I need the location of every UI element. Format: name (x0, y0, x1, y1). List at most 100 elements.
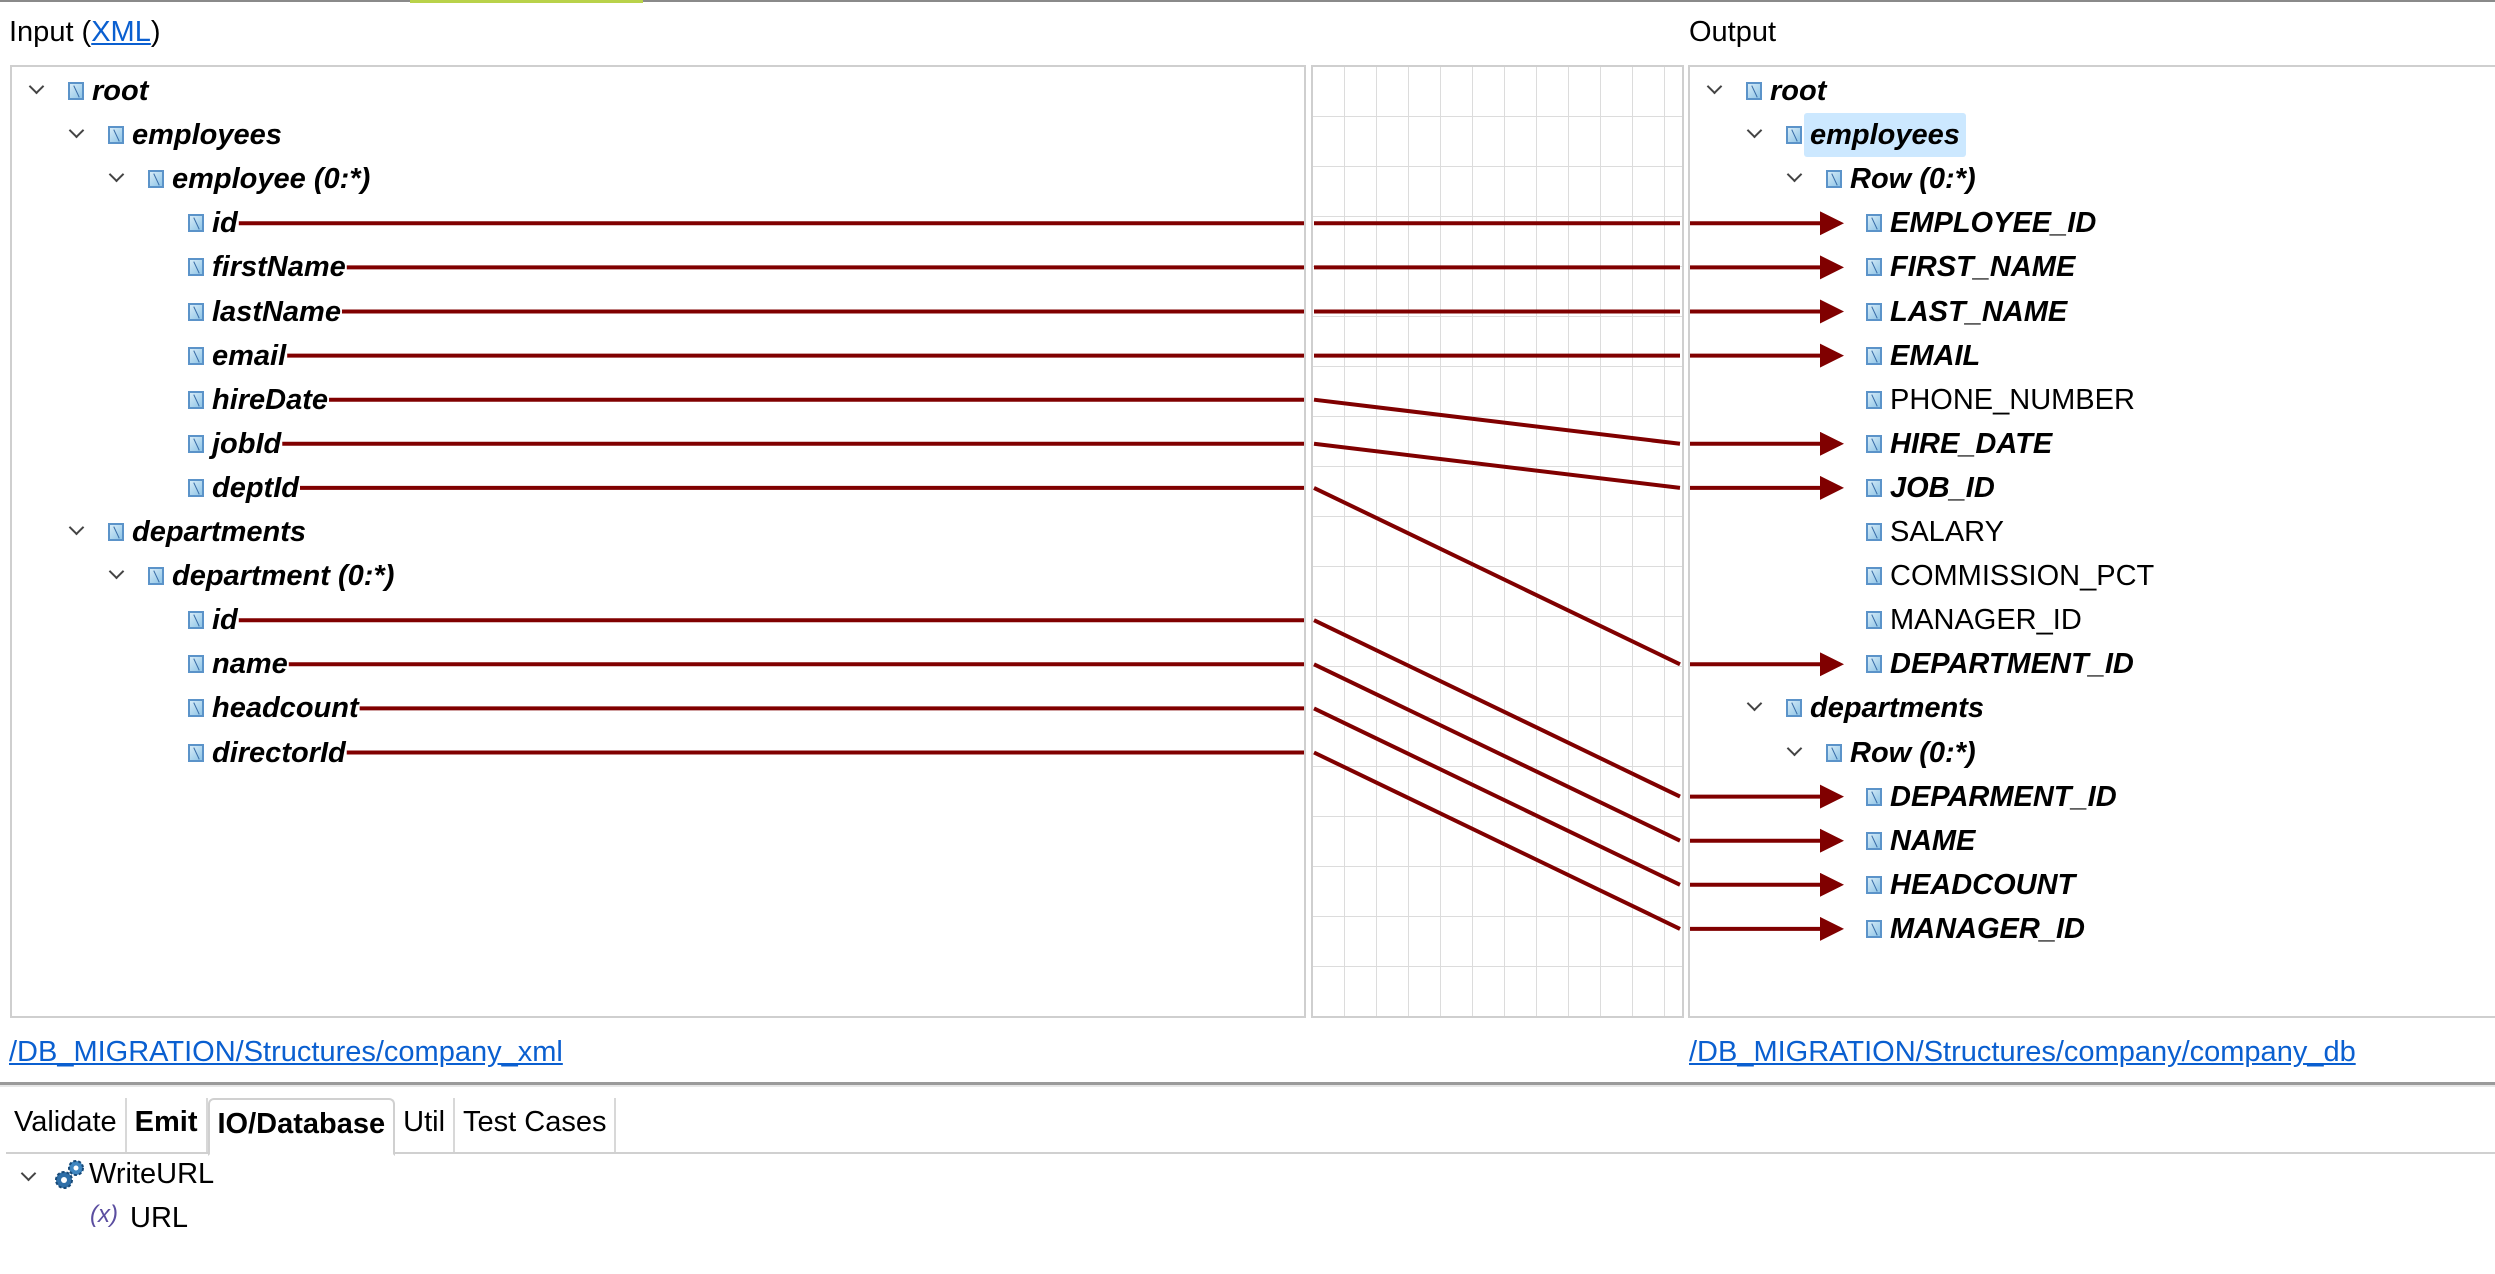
chevron-down-icon[interactable] (108, 169, 124, 185)
chevron-down-icon[interactable] (68, 522, 84, 538)
xml-link[interactable]: XML (91, 16, 151, 48)
element-icon (1866, 434, 1882, 453)
element-icon (1866, 302, 1882, 321)
element-icon (1866, 919, 1882, 938)
input-structure-link[interactable]: /DB_MIGRATION/Structures/company_xml (9, 1036, 563, 1068)
tree-item-writeurl[interactable]: WriteURL (89, 1158, 215, 1190)
element-icon (108, 126, 124, 145)
element-icon (1826, 743, 1842, 762)
chevron-down-icon[interactable] (1746, 125, 1762, 141)
element-icon (68, 82, 84, 100)
element-icon (188, 258, 204, 277)
element-icon (1866, 875, 1882, 894)
input-tree-node[interactable]: name (212, 648, 288, 681)
chevron-down-icon[interactable] (1786, 169, 1802, 185)
output-tree-node[interactable]: DEPARMENT_ID (1890, 780, 2117, 813)
mapping-canvas[interactable] (1311, 65, 1684, 1018)
output-tree-node[interactable]: EMPLOYEE_ID (1890, 207, 2097, 240)
element-icon (108, 523, 124, 541)
input-tree-node[interactable]: firstName (212, 251, 346, 284)
output-tree-node[interactable]: PHONE_NUMBER (1890, 383, 2135, 416)
tab-validate[interactable]: Validate (6, 1098, 127, 1152)
element-icon (1866, 831, 1882, 850)
output-tree-node[interactable]: FIRST_NAME (1890, 251, 2076, 284)
input-tree-node[interactable]: email (212, 339, 287, 372)
tab-test-cases[interactable]: Test Cases (455, 1098, 617, 1152)
element-icon (1866, 478, 1882, 497)
tab-emit[interactable]: Emit (127, 1098, 208, 1152)
element-icon (1866, 611, 1882, 630)
element-icon (148, 567, 164, 586)
element-icon (188, 346, 204, 365)
input-tree-node[interactable]: employees (132, 119, 282, 152)
input-header-label: Input ( (9, 16, 92, 48)
element-icon (1866, 787, 1882, 806)
output-structure-link[interactable]: /DB_MIGRATION/Structures/company/company… (1689, 1036, 2356, 1068)
output-tree-node[interactable]: MANAGER_ID (1890, 912, 2085, 945)
input-tree-node[interactable]: deptId (212, 471, 299, 504)
input-header-suffix: ) (150, 16, 161, 48)
chevron-down-icon[interactable] (1786, 743, 1802, 759)
input-tree-node[interactable]: departments (132, 516, 307, 548)
output-tree-node[interactable]: Row (0:*) (1850, 163, 1976, 196)
input-tree-node[interactable]: root (92, 75, 149, 107)
output-tree-node[interactable]: HEADCOUNT (1890, 868, 2076, 901)
chevron-down-icon[interactable] (1706, 81, 1722, 97)
output-tree-node[interactable]: NAME (1890, 824, 1976, 857)
output-tree-panel[interactable]: root employees Row (0:*) EMPLOYEE_ID FIRST_N… (1688, 65, 2495, 1018)
chevron-down-icon[interactable] (1746, 698, 1762, 714)
output-tree-node[interactable]: COMMISSION_PCT (1890, 560, 2155, 593)
output-tree-node[interactable]: HIRE_DATE (1890, 427, 2053, 460)
element-icon (148, 170, 164, 189)
element-icon (1866, 523, 1882, 541)
element-icon (1866, 346, 1882, 365)
element-icon (188, 214, 204, 233)
input-tree-node[interactable]: directorId (212, 736, 346, 769)
tab-util[interactable]: Util (395, 1098, 456, 1152)
output-tree-node[interactable]: DEPARTMENT_ID (1890, 648, 2134, 681)
output-tree-node[interactable]: JOB_ID (1890, 471, 1995, 504)
input-tree-node[interactable]: id (212, 604, 238, 637)
chevron-down-icon[interactable] (28, 81, 44, 97)
splitter[interactable] (0, 1082, 2495, 1087)
chevron-down-icon[interactable] (20, 1168, 36, 1184)
output-header: Output (1689, 16, 1777, 48)
element-icon (1866, 214, 1882, 233)
element-icon (1866, 655, 1882, 674)
output-tree-node[interactable]: MANAGER_ID (1890, 604, 2082, 637)
element-icon (188, 655, 204, 674)
input-tree-node[interactable]: headcount (212, 692, 359, 725)
input-tree-node[interactable]: department (0:*) (172, 560, 395, 593)
input-tree-node[interactable]: id (212, 207, 238, 240)
element-icon (188, 743, 204, 762)
output-tree-node[interactable]: Row (0:*) (1850, 736, 1976, 769)
palette-tabs: Validate Emit IO/Database Util Test Cases (6, 1098, 2495, 1156)
tree-item-url[interactable]: URL (130, 1202, 189, 1234)
input-tree-node[interactable]: lastName (212, 295, 341, 328)
output-tree-node[interactable]: LAST_NAME (1890, 295, 2068, 328)
output-tree-node[interactable]: employees (1804, 113, 1966, 158)
element-icon (1866, 390, 1882, 409)
input-tree-node[interactable]: employee (0:*) (172, 163, 371, 196)
input-tree-node[interactable]: jobId (212, 427, 282, 460)
element-icon (1746, 82, 1762, 100)
chevron-down-icon[interactable] (68, 125, 84, 141)
top-border (0, 0, 2495, 2)
element-icon (1826, 170, 1842, 189)
input-header: Input (XML) (9, 16, 161, 49)
chevron-down-icon[interactable] (108, 566, 124, 582)
tab-io-database[interactable]: IO/Database (207, 1098, 396, 1156)
output-tree-node[interactable]: EMAIL (1890, 339, 1981, 372)
element-icon (188, 302, 204, 321)
variable-icon: (x) (90, 1201, 118, 1228)
element-icon (1786, 699, 1802, 718)
output-tree-node[interactable]: root (1770, 75, 1827, 107)
element-icon (1786, 126, 1802, 145)
input-tree-panel[interactable]: root employees employee (0:*) id firstName la… (10, 65, 1306, 1018)
element-icon (188, 434, 204, 453)
element-icon (188, 390, 204, 409)
input-tree-node[interactable]: hireDate (212, 383, 329, 416)
output-tree-node[interactable]: departments (1810, 692, 1985, 725)
element-icon (1866, 258, 1882, 277)
output-tree-node[interactable]: SALARY (1890, 516, 2004, 548)
